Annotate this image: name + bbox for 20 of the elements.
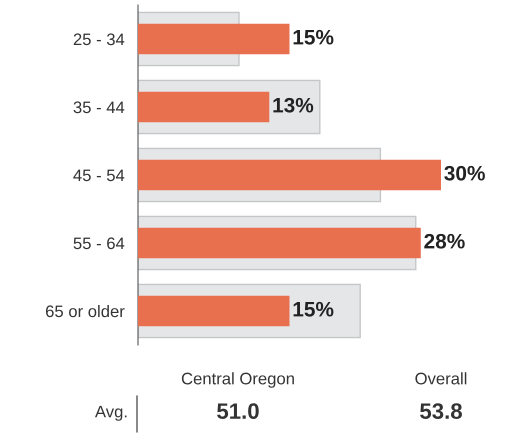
bar: [138, 24, 290, 54]
y-tick-label: 25 - 34: [74, 33, 124, 46]
y-tick-label: 35 - 44: [74, 101, 124, 114]
bar: [138, 296, 290, 326]
data-label: 15%: [294, 302, 334, 317]
y-tick-label: 45 - 54: [73, 170, 124, 182]
y-tick-label: 65 or older: [46, 304, 125, 318]
data-label: 28%: [424, 234, 465, 249]
text: 51.0: [217, 403, 259, 419]
data-label: 15%: [294, 30, 334, 45]
bar: [138, 92, 270, 122]
text: Central Oregon: [182, 372, 294, 388]
data-label: 13%: [273, 98, 314, 113]
y-tick-label: 55 - 64: [74, 237, 124, 250]
data-label: 30%: [444, 166, 485, 181]
bar: [138, 228, 421, 258]
text: Avg.: [94, 406, 126, 421]
text: 53.8: [420, 403, 462, 419]
text: Overall: [415, 372, 466, 384]
bar: [138, 160, 441, 190]
